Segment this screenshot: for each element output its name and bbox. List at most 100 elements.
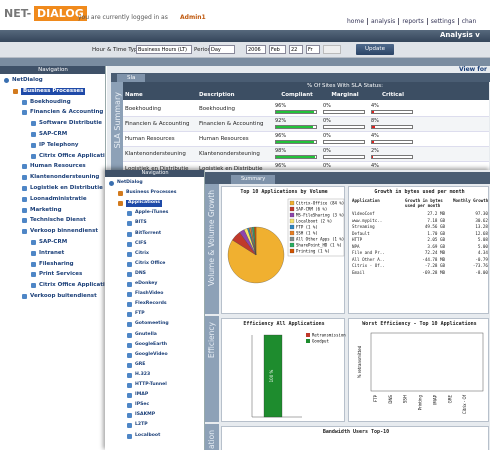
bar-track [323, 140, 365, 144]
tree-item[interactable]: Citrix Office [135, 260, 166, 266]
x-tick-label: Citrix - Of [462, 394, 467, 414]
tree-item[interactable]: CIFS [135, 240, 147, 246]
table-cell: 3.69 GB [427, 243, 445, 249]
table-cell: File and Pr.. [352, 250, 385, 255]
tree-item[interactable]: Citrix Office Applications [39, 282, 105, 289]
table-cell: 5.00 % [477, 243, 490, 249]
table-cell: 1.70 GB [427, 230, 445, 236]
tree-icon [22, 207, 27, 213]
tree-item[interactable]: Intranet [39, 249, 65, 256]
column-header: Description [199, 92, 235, 98]
row-name[interactable]: Logistiek en Distributie [125, 166, 189, 172]
tree-item[interactable]: IMAP [135, 392, 149, 398]
tab[interactable]: Sla [117, 74, 146, 82]
tree-item[interactable]: Citrix Office Applications [39, 152, 105, 159]
legend-swatch [289, 236, 295, 242]
tree-item[interactable]: GoogleVideo [135, 351, 168, 357]
header-link[interactable]: analysis [367, 18, 395, 25]
tree-item[interactable]: Filesharing [39, 260, 74, 267]
row-name[interactable]: Financien & Accounting [125, 121, 190, 127]
value-label: 0% [323, 148, 331, 154]
bar [372, 111, 374, 113]
tree-item[interactable]: SAP-CRM [39, 239, 68, 245]
tree-item[interactable]: Gotomeeting [135, 321, 169, 327]
nav-title: Navigation [105, 170, 204, 177]
tree-item[interactable]: Boekhouding [30, 98, 71, 105]
tree-icon [22, 186, 27, 191]
tree-item[interactable]: BITS [135, 220, 147, 226]
tree-item[interactable]: FlashVideo [135, 291, 164, 297]
row-name[interactable]: Human Resources [125, 136, 175, 142]
tree-icon [31, 142, 36, 148]
tree-item[interactable]: GoogleEarth [135, 341, 168, 347]
tree-item[interactable]: HTTP-Tunnel [135, 382, 167, 387]
tree-item[interactable]: ISAKMP [135, 412, 156, 418]
tree-icon [118, 201, 123, 207]
tree-item[interactable]: SAP-CRM [39, 131, 68, 137]
header-link[interactable]: home [347, 18, 365, 25]
tree-item[interactable]: FTP [135, 311, 145, 317]
tree-item[interactable]: Citrix [135, 250, 149, 256]
tab[interactable]: Summary [231, 175, 276, 184]
axis-label: % retransmitted [357, 345, 362, 378]
tree-item[interactable]: IP Telephony [39, 141, 79, 148]
tree-item[interactable]: Applications [126, 200, 163, 207]
tree-item[interactable]: Gnutella [135, 331, 157, 337]
year-select[interactable]: 2006 [246, 45, 266, 54]
tree-item[interactable]: eDonkey [135, 281, 158, 286]
tree-item[interactable]: Software Distributie [39, 120, 102, 127]
tree-item[interactable]: GRE [135, 361, 146, 367]
tree-item[interactable]: Marketing [30, 206, 62, 213]
legend-swatch [289, 242, 295, 248]
day-select[interactable]: 22 [289, 45, 303, 54]
tree-item[interactable]: Apple-iTunes [135, 210, 169, 216]
month-select[interactable]: Feb [269, 45, 286, 54]
legend-label: Retransmissions [312, 333, 346, 338]
tree-item[interactable]: IPSec [135, 402, 150, 408]
tree-item[interactable]: NetDialog [117, 180, 143, 185]
tree-item[interactable]: Loonadministratie [30, 195, 87, 202]
header-link[interactable]: chan [457, 18, 476, 25]
tree-icon [22, 175, 27, 181]
tree-icon [127, 403, 132, 409]
header-link[interactable]: settings [426, 18, 455, 25]
header-link[interactable]: reports [398, 18, 424, 25]
tree-item[interactable]: Business Processes [21, 87, 86, 96]
tree-icon [22, 229, 27, 235]
tree-item[interactable]: BitTorrent [135, 230, 162, 236]
tree-item[interactable]: Human Resources [30, 163, 86, 170]
tree-item[interactable]: Verkoop binnendienst [30, 228, 98, 235]
tree-item[interactable]: Verkoop buitendienst [30, 293, 97, 299]
tree-item[interactable]: Financien & Accounting [30, 109, 104, 116]
tree-item[interactable]: Print Services [39, 271, 83, 278]
tree-item[interactable]: H.323 [135, 371, 151, 377]
tree-item[interactable]: DNS [135, 270, 146, 276]
bar [276, 141, 315, 143]
tree-item[interactable]: Localboot [135, 432, 161, 438]
view-for[interactable]: View for [459, 66, 487, 73]
panel-title: Worst Efficiency - Top 10 Applications [362, 321, 477, 327]
tree-icon [22, 110, 27, 116]
tree-item[interactable]: L2TP [135, 422, 148, 428]
legend-label: Localboot (2 %) [296, 219, 332, 224]
tree-icon [127, 221, 132, 227]
weekday-select[interactable]: Fr [306, 45, 320, 54]
tree-item[interactable]: Klantenondersteuning [30, 174, 100, 181]
row-name[interactable]: Klantenondersteuning [125, 151, 186, 157]
tree-icon [31, 283, 36, 289]
tree-item[interactable]: Business Processes [126, 190, 177, 196]
tree-item[interactable]: FlexRecords [135, 301, 167, 307]
hour-select[interactable]: Business Hours (LT) [136, 45, 192, 54]
panel-title: Top 10 Applications by Volume [240, 189, 328, 195]
panel: Top 10 Applications by Volume Citrix-Offi… [221, 186, 345, 314]
period-select[interactable]: Day [209, 45, 235, 54]
row-name[interactable]: Boekhouding [125, 106, 162, 112]
tree-item[interactable]: NetDialog [12, 77, 43, 83]
legend-label: FTP (1 %) [296, 225, 318, 230]
tree-icon [31, 261, 36, 267]
tree-item[interactable]: Logistiek en Distributie [30, 185, 103, 191]
tree-item[interactable]: Technische Dienst [30, 217, 86, 224]
value-label: 96% [275, 103, 287, 109]
update-button[interactable]: Update [356, 44, 394, 55]
column-header: Name [125, 92, 143, 98]
